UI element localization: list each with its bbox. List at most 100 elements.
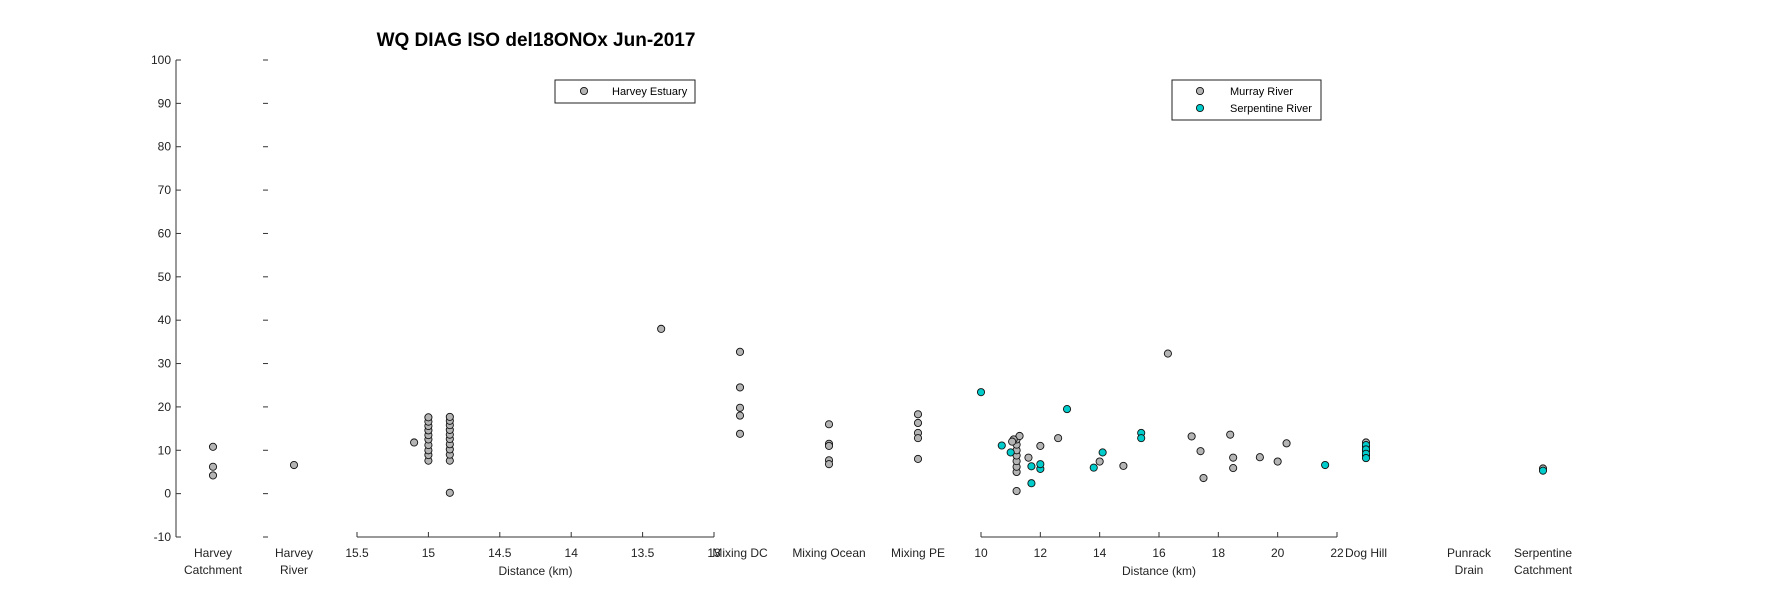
harvey-estuary-legend-marker bbox=[579, 86, 589, 96]
serpentine-river-point bbox=[1062, 405, 1072, 414]
murray-serpentine-x-tick-label: 18 bbox=[1212, 546, 1226, 560]
punrack-drain-label: Punrack bbox=[1447, 546, 1492, 560]
x-axes: 15.5 15 14.5 14 13.5 13 Distance (km) 10 12 14 16 1… bbox=[345, 532, 1344, 578]
mixing-ocean-point bbox=[824, 441, 834, 450]
serpentine-river-point bbox=[1098, 448, 1107, 457]
murray-river-point bbox=[1054, 434, 1063, 443]
mixing-pe-point bbox=[913, 410, 923, 419]
murray-serpentine-x-tick-label: 12 bbox=[1034, 546, 1048, 560]
harvey-estuary-point bbox=[445, 412, 454, 421]
harvey-catchment-point bbox=[208, 462, 218, 471]
harvey-estuary-point bbox=[445, 488, 454, 497]
category-labels: Harvey Catchment Harvey River Mixing DC Mixin… bbox=[184, 546, 1573, 577]
serpentine-river-legend-label: Serpentine River bbox=[1230, 103, 1312, 115]
murray-river-point bbox=[1036, 441, 1045, 450]
harvey-river-y-ticks bbox=[263, 59, 268, 538]
harvey-estuary-x-tick-label: 13.5 bbox=[631, 546, 655, 560]
murray-river-legend-marker bbox=[1195, 86, 1205, 96]
murray-river-point bbox=[1024, 453, 1033, 462]
murray-river-point bbox=[1187, 432, 1196, 441]
y-tick-label: 20 bbox=[158, 400, 172, 414]
mixing-pe-point bbox=[913, 454, 923, 463]
y-tick-label: -10 bbox=[154, 530, 172, 544]
murray-river-point bbox=[1012, 486, 1021, 496]
y-tick-label: 80 bbox=[158, 140, 172, 154]
harvey-river-point bbox=[289, 460, 299, 470]
harvey-estuary-point bbox=[410, 438, 419, 447]
mixing-dc-point bbox=[735, 411, 745, 420]
murray-river-point bbox=[1255, 453, 1264, 462]
y-tick-label: 50 bbox=[158, 270, 172, 284]
murray-serpentine-x-tick-label: 20 bbox=[1271, 546, 1285, 560]
murray-river-point bbox=[1119, 461, 1128, 470]
y-tick-label: 0 bbox=[164, 487, 171, 501]
data-points bbox=[208, 324, 1548, 497]
y-tick-label: 40 bbox=[158, 313, 172, 327]
murray-serpentine-legend-box bbox=[1171, 79, 1322, 121]
mixing-dc-point bbox=[735, 429, 745, 438]
murray-serpentine-x-tick-label: 16 bbox=[1152, 546, 1166, 560]
murray-serpentine-x-axis-label: Distance (km) bbox=[1122, 564, 1196, 578]
serpentine-river-point bbox=[1027, 462, 1036, 471]
harvey-estuary-x-axis-label: Distance (km) bbox=[498, 564, 572, 578]
serpentine-river-point bbox=[1089, 463, 1098, 472]
serpentine-river-point bbox=[1036, 460, 1045, 469]
y-tick-label: 60 bbox=[158, 226, 172, 240]
y-tick-label: 90 bbox=[158, 96, 172, 110]
mixing-dc-point bbox=[735, 347, 745, 356]
harvey-estuary-x-tick-label: 13 bbox=[707, 546, 721, 560]
harvey-catchment-label: Harvey bbox=[194, 546, 232, 560]
serpentine-river-point bbox=[1006, 448, 1015, 457]
harvey-catchment-point bbox=[208, 471, 218, 480]
harvey-catchment-point bbox=[208, 442, 218, 451]
murray-river-point bbox=[1226, 430, 1235, 439]
harvey-estuary-x-tick-label: 15.5 bbox=[345, 546, 369, 560]
chart-title: WQ DIAG ISO del18ONOx Jun-2017 bbox=[377, 30, 696, 51]
harvey-river-label: River bbox=[280, 563, 308, 577]
harvey-estuary-legend-label: Harvey Estuary bbox=[612, 86, 688, 98]
serpentine-catchment-serpentine-point bbox=[1538, 466, 1548, 475]
murray-river-point bbox=[1282, 439, 1291, 448]
serpentine-river-point bbox=[1027, 479, 1036, 488]
harvey-estuary-point bbox=[424, 413, 433, 422]
punrack-drain-label: Drain bbox=[1455, 563, 1484, 577]
dog-hill-label: Dog Hill bbox=[1345, 546, 1387, 560]
murray-river-point bbox=[1273, 457, 1282, 466]
harvey-estuary-legend-box bbox=[554, 79, 696, 104]
harvey-estuary-x-tick-label: 14.5 bbox=[488, 546, 512, 560]
harvey-estuary-x-tick-label: 14 bbox=[565, 546, 579, 560]
y-axis: -10 0 10 20 30 40 50 60 70 80 90 100 bbox=[151, 53, 181, 544]
dog-hill-serpentine-point bbox=[1361, 454, 1371, 463]
murray-river-point bbox=[1229, 453, 1238, 462]
serpentine-river-point bbox=[1321, 460, 1330, 470]
mixing-pe-point bbox=[913, 434, 923, 443]
mixing-dc-point bbox=[735, 403, 745, 412]
y-tick-label: 30 bbox=[158, 357, 172, 371]
murray-river-point bbox=[1163, 349, 1172, 358]
mixing-pe-label: Mixing PE bbox=[891, 546, 945, 560]
mixing-ocean-label: Mixing Ocean bbox=[792, 546, 865, 560]
murray-river-point bbox=[1015, 431, 1024, 441]
harvey-estuary-x-tick-label: 15 bbox=[422, 546, 436, 560]
serpentine-catchment-label: Serpentine bbox=[1514, 546, 1572, 560]
harvey-catchment-label: Catchment bbox=[184, 563, 243, 577]
murray-serpentine-x-tick-label: 14 bbox=[1093, 546, 1107, 560]
mixing-dc-label: Mixing DC bbox=[712, 546, 768, 560]
harvey-estuary-point bbox=[657, 324, 666, 333]
serpentine-river-point bbox=[976, 388, 986, 397]
mixing-dc-point bbox=[735, 383, 745, 392]
serpentine-catchment-label: Catchment bbox=[1514, 563, 1573, 577]
serpentine-river-point bbox=[1137, 434, 1146, 443]
harvey-river-label: Harvey bbox=[275, 546, 313, 560]
serpentine-river-legend-marker bbox=[1195, 103, 1205, 113]
serpentine-river-point bbox=[997, 441, 1006, 450]
legends: Harvey Estuary Murray River Serpentine Riv… bbox=[554, 79, 1322, 121]
murray-river-point bbox=[1196, 447, 1205, 456]
murray-river-point bbox=[1199, 473, 1208, 483]
murray-serpentine-x-tick-label: 10 bbox=[974, 546, 988, 560]
mixing-ocean-point bbox=[824, 420, 834, 429]
mixing-ocean-point bbox=[824, 460, 834, 469]
murray-river-point bbox=[1095, 457, 1104, 466]
